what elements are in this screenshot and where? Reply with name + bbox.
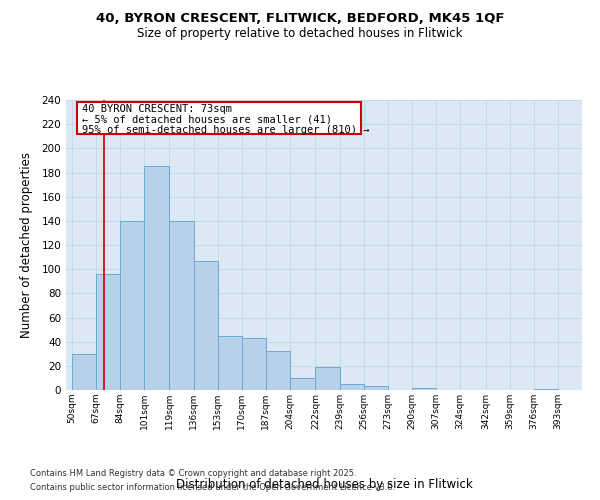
Bar (144, 166, 169, 390)
Bar (412, 388, 436, 390)
Y-axis label: Number of detached properties: Number of detached properties (20, 152, 33, 338)
Bar (242, 338, 266, 390)
Bar (290, 378, 316, 390)
Text: ← 5% of detached houses are smaller (41): ← 5% of detached houses are smaller (41) (82, 114, 332, 124)
Text: 40 BYRON CRESCENT: 73sqm: 40 BYRON CRESCENT: 73sqm (82, 104, 232, 114)
Bar (120, 221, 144, 390)
Text: Contains public sector information licensed under the Open Government Licence v3: Contains public sector information licen… (30, 484, 395, 492)
Text: Contains HM Land Registry data © Crown copyright and database right 2025.: Contains HM Land Registry data © Crown c… (30, 468, 356, 477)
FancyBboxPatch shape (77, 102, 361, 134)
Text: Size of property relative to detached houses in Flitwick: Size of property relative to detached ho… (137, 28, 463, 40)
X-axis label: Distribution of detached houses by size in Flitwick: Distribution of detached houses by size … (176, 478, 472, 491)
Bar (364, 386, 388, 390)
Text: 95% of semi-detached houses are larger (810) →: 95% of semi-detached houses are larger (… (82, 124, 369, 134)
Bar (194, 260, 218, 390)
Bar (169, 221, 194, 390)
Bar (96, 274, 120, 390)
Bar (316, 367, 340, 390)
Bar (340, 384, 364, 390)
Text: 40, BYRON CRESCENT, FLITWICK, BEDFORD, MK45 1QF: 40, BYRON CRESCENT, FLITWICK, BEDFORD, M… (96, 12, 504, 26)
Bar (266, 352, 290, 390)
Bar (218, 336, 242, 390)
Bar (534, 389, 558, 390)
Bar (71, 354, 96, 390)
